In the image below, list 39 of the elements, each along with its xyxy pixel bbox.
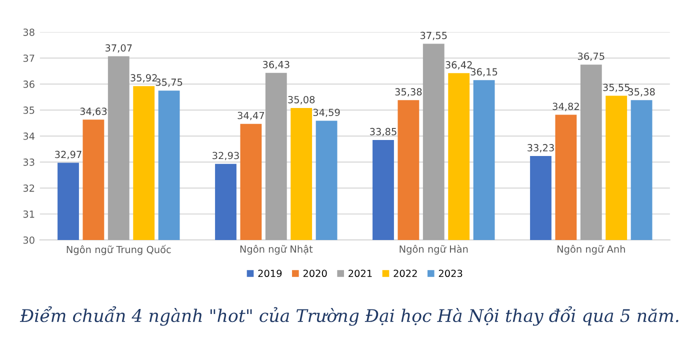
legend-label: 2022 [394, 270, 417, 278]
text: Điểm chuẩn 4 ngành "hot" của Trường Đại học Hà Nội thay đổi qua 5 năm. [20, 306, 678, 326]
data-label: 35,08 [288, 96, 315, 104]
y-tick-label: 34 [23, 132, 34, 140]
data-label: 37,07 [105, 44, 132, 53]
legend-label: 2023 [438, 270, 462, 278]
data-label: 35,75 [156, 78, 182, 87]
data-label: 36,15 [470, 68, 498, 77]
y-tick-label: 36 [23, 80, 34, 88]
data-label: 35,55 [603, 84, 630, 92]
y-tick-label: 35 [23, 106, 34, 114]
x-tick-label: Ngôn ngữ Trung Quốc [66, 244, 171, 256]
legend-label: 2019 [258, 270, 282, 278]
data-label: 34,47 [238, 112, 264, 120]
y-tick-label: 30 [23, 236, 34, 244]
data-label: 35,38 [628, 88, 655, 97]
data-label: 36,42 [446, 61, 472, 70]
data-label: 35,38 [395, 88, 422, 97]
data-label: 33,85 [370, 128, 396, 136]
legend-label: 2021 [348, 270, 372, 278]
y-tick-label: 38 [23, 28, 34, 36]
data-label: 32,97 [55, 150, 82, 160]
data-label: 34,63 [80, 108, 107, 116]
data-label: 37,55 [420, 32, 447, 40]
data-label: 35,92 [130, 74, 157, 82]
y-tick-label: 37 [23, 54, 34, 62]
data-label: 34,59 [313, 108, 340, 118]
y-tick-label: 33 [23, 158, 34, 166]
x-tick-label: Ngôn ngữ Hàn [400, 244, 468, 255]
x-tick-label: Ngôn ngữ Anh [558, 244, 625, 255]
y-tick-label: 32 [23, 184, 34, 192]
x-tick-label: Ngôn ngữ Nhật [240, 244, 313, 255]
data-label: 36,43 [262, 60, 290, 70]
y-tick-label: 31 [23, 210, 34, 218]
data-label: 33,23 [528, 144, 554, 152]
data-label: 34,82 [552, 102, 579, 112]
legend-label: 2020 [303, 270, 327, 278]
data-label: 32,93 [212, 152, 239, 160]
data-label: 36,75 [578, 52, 604, 61]
